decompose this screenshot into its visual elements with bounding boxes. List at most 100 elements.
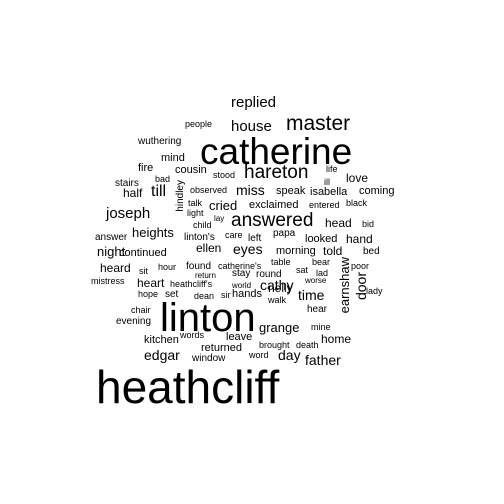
word: heart <box>137 276 165 290</box>
word: heights <box>132 225 174 240</box>
word: sir <box>221 290 231 300</box>
word: answer <box>95 232 128 243</box>
word: returned <box>201 342 242 354</box>
word: chair <box>131 305 151 315</box>
word: nelly <box>268 281 293 295</box>
word: coming <box>359 185 395 197</box>
word: world <box>232 281 252 290</box>
word: night <box>97 244 126 259</box>
word: house <box>231 118 272 135</box>
word: hareton <box>244 162 309 183</box>
word: speak <box>276 185 306 197</box>
word: entered <box>309 200 340 210</box>
word: bid <box>362 219 375 229</box>
word: morning <box>276 245 316 257</box>
word: heathcliff <box>96 361 280 413</box>
word: leave <box>226 331 253 343</box>
word: edgar <box>144 347 180 363</box>
word: round <box>256 269 282 280</box>
word: half <box>123 186 143 200</box>
word: lady <box>366 286 383 296</box>
word: return <box>195 271 216 280</box>
word: grange <box>259 320 300 335</box>
word: poor <box>351 261 370 271</box>
word: wuthering <box>138 136 182 147</box>
word: papa <box>273 228 296 239</box>
word: cried <box>209 198 238 213</box>
word: isabella <box>310 186 348 198</box>
word: eyes <box>233 241 263 257</box>
word: hear <box>307 304 328 315</box>
word: life <box>326 164 338 174</box>
word: brought <box>259 340 290 350</box>
word: father <box>305 352 341 368</box>
word: day <box>278 347 301 363</box>
word: people <box>185 119 213 129</box>
word: word <box>249 350 269 360</box>
word: linton <box>160 296 256 340</box>
word: fire <box>138 162 154 174</box>
word: hindley <box>175 180 186 212</box>
word: window <box>192 353 226 364</box>
word: evening <box>116 316 152 327</box>
word: death <box>296 340 319 350</box>
word: talk <box>188 198 203 208</box>
word: catherine's <box>218 261 262 271</box>
word: walk <box>268 295 287 305</box>
word: heard <box>100 261 131 275</box>
word: black <box>346 198 368 208</box>
word: table <box>271 257 291 267</box>
word: set <box>165 289 179 300</box>
word: worse <box>305 276 327 285</box>
word: hour <box>158 262 177 272</box>
word: cathy <box>260 277 294 293</box>
word: sat <box>296 265 309 275</box>
word: found <box>186 261 212 272</box>
word: head <box>325 216 352 230</box>
word: bed <box>363 246 380 257</box>
word: stay <box>232 268 251 279</box>
word: master <box>286 112 351 135</box>
word: continued <box>119 247 167 259</box>
word: ill <box>324 177 330 187</box>
word: light <box>187 208 204 218</box>
word: home <box>321 332 352 346</box>
word: hands <box>232 288 262 300</box>
word: looked <box>305 233 338 245</box>
word: cousin <box>175 164 207 176</box>
word: bad <box>155 174 171 184</box>
word: kitchen <box>144 334 179 346</box>
word: hand <box>346 232 373 246</box>
word: lad <box>316 268 329 278</box>
word: ellen <box>196 241 222 255</box>
word: replied <box>231 94 277 111</box>
word: care <box>225 230 243 240</box>
word: dean <box>194 291 215 301</box>
word: mine <box>311 322 331 332</box>
word: sit <box>139 266 148 276</box>
word: linton's <box>184 232 215 243</box>
word: stood <box>213 170 236 180</box>
word: heathcliff's <box>170 279 213 289</box>
word: mistress <box>91 276 125 286</box>
word: joseph <box>106 205 151 222</box>
word: child <box>193 220 212 230</box>
word: left <box>248 233 262 244</box>
word: told <box>323 244 343 258</box>
word: words <box>180 330 205 340</box>
word: till <box>151 183 167 200</box>
word: observed <box>190 185 228 195</box>
word: mind <box>161 152 185 164</box>
word: hope <box>138 289 159 299</box>
word: earnshaw <box>337 257 352 314</box>
word: exclaimed <box>249 199 299 211</box>
word: answered <box>231 210 314 231</box>
word: catherine <box>200 131 353 172</box>
word: lay <box>214 214 225 223</box>
word: stairs <box>115 178 139 189</box>
word: bear <box>312 257 331 267</box>
word: time <box>298 287 325 303</box>
word: miss <box>236 182 265 198</box>
word: love <box>346 171 369 185</box>
